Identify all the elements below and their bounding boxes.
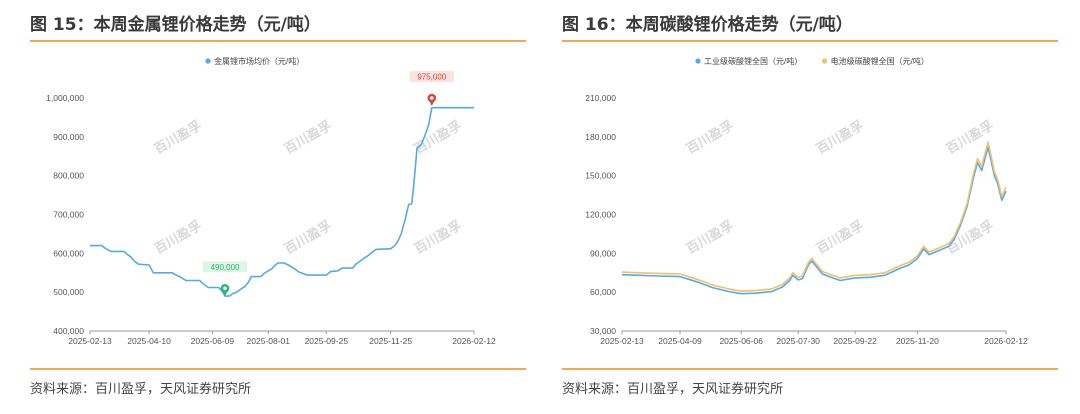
- source-divider: [30, 368, 526, 370]
- x-tick-label: 2025-09-22: [833, 336, 877, 346]
- y-tick-label: 900,000: [53, 132, 84, 142]
- figure-15-title: 图 15：本周金属锂价格走势（元/吨）: [30, 15, 321, 35]
- y-tick-label: 120,000: [585, 210, 616, 220]
- marker-label: 975,000: [417, 73, 446, 82]
- y-tick-label: 180,000: [585, 132, 616, 142]
- y-tick-label: 600,000: [53, 248, 84, 258]
- y-tick-label: 400,000: [53, 326, 84, 336]
- title-divider: [562, 40, 1058, 42]
- y-tick-label: 150,000: [585, 171, 616, 181]
- x-tick-label: 2025-06-09: [191, 336, 235, 346]
- x-tick-label: 2025-09-25: [305, 336, 349, 346]
- legend-marker: [822, 58, 828, 64]
- y-tick-label: 30,000: [590, 326, 616, 336]
- legend-label: 电池级碳酸锂全国（元/吨）: [831, 56, 929, 66]
- figure-15-panel: 图 15：本周金属锂价格走势（元/吨） 百川盈孚 百川盈孚 百川盈孚 百川盈孚 百川盈孚…: [30, 0, 528, 414]
- marker-label-bg: [409, 71, 455, 82]
- x-tick-label: 2025-04-09: [658, 336, 702, 346]
- legend-label: 工业级碳酸锂全国（元/吨）: [704, 56, 802, 66]
- y-tick-label: 90,000: [590, 248, 616, 258]
- watermark: 百川盈孚: [813, 218, 866, 257]
- marker-pin-center: [430, 96, 434, 100]
- marker-pin-center: [223, 286, 227, 291]
- x-tick-label: 2026-02-12: [452, 336, 496, 346]
- max-marker: 975,000: [409, 71, 455, 106]
- y-tick-label: 500,000: [53, 287, 84, 297]
- watermark: 百川盈孚: [943, 218, 996, 257]
- watermark: 百川盈孚: [683, 218, 736, 257]
- watermark: 百川盈孚: [683, 118, 736, 157]
- x-tick-label: 2025-08-01: [247, 336, 291, 346]
- x-tick-label: 2025-02-13: [68, 336, 112, 346]
- legend-marker: [695, 58, 701, 64]
- marker-label-bg: [202, 261, 248, 273]
- chart-legend: 金属锂市场均价（元/吨）: [205, 56, 304, 66]
- watermark: 百川盈孚: [281, 118, 334, 157]
- y-tick-label: 700,000: [53, 210, 84, 220]
- y-tick-label: 60,000: [590, 287, 616, 297]
- chart-legend: 工业级碳酸锂全国（元/吨） 电池级碳酸锂全国（元/吨）: [695, 56, 929, 66]
- y-tick-label: 210,000: [585, 93, 616, 103]
- source-divider: [562, 368, 1058, 370]
- figure-16-panel: 图 16：本周碳酸锂价格走势（元/吨） 百川盈孚 百川盈孚 百川盈孚 百川盈孚 百川盈孚…: [562, 0, 1060, 414]
- title-divider: [30, 40, 526, 42]
- y-tick-label: 800,000: [53, 171, 84, 181]
- x-tick-label: 2026-02-12: [984, 336, 1028, 346]
- y-tick-label: 1,000,000: [46, 93, 84, 103]
- figure-16-title: 图 16：本周碳酸锂价格走势（元/吨）: [562, 15, 853, 35]
- min-marker: 490,000: [202, 261, 248, 297]
- watermark: 百川盈孚: [151, 218, 204, 257]
- watermark: 百川盈孚: [411, 118, 464, 157]
- x-tick-label: 2025-04-10: [127, 336, 171, 346]
- series-line: [90, 106, 474, 297]
- legend-label: 金属锂市场均价（元/吨）: [214, 56, 304, 66]
- x-tick-label: 2025-02-13: [600, 336, 644, 346]
- x-tick-label: 2025-07-30: [776, 336, 820, 346]
- legend-marker: [205, 58, 211, 64]
- series-line: [621, 141, 1007, 292]
- marker-label: 490,000: [211, 263, 240, 272]
- watermark: 百川盈孚: [411, 218, 464, 257]
- watermark: 百川盈孚: [813, 118, 866, 157]
- figure-16-source: 资料来源：百川盈孚，天风证券研究所: [562, 382, 784, 397]
- marker-pin-tip: [429, 101, 435, 106]
- x-tick-label: 2025-11-20: [896, 336, 939, 346]
- x-tick-label: 2025-06-06: [719, 336, 763, 346]
- figure-15-source: 资料来源：百川盈孚，天风证券研究所: [30, 382, 252, 397]
- x-tick-label: 2025-11-25: [369, 336, 412, 346]
- marker-pin-tip: [222, 291, 228, 297]
- watermark: 百川盈孚: [281, 218, 334, 257]
- series-line: [621, 146, 1007, 295]
- watermark: 百川盈孚: [151, 118, 204, 157]
